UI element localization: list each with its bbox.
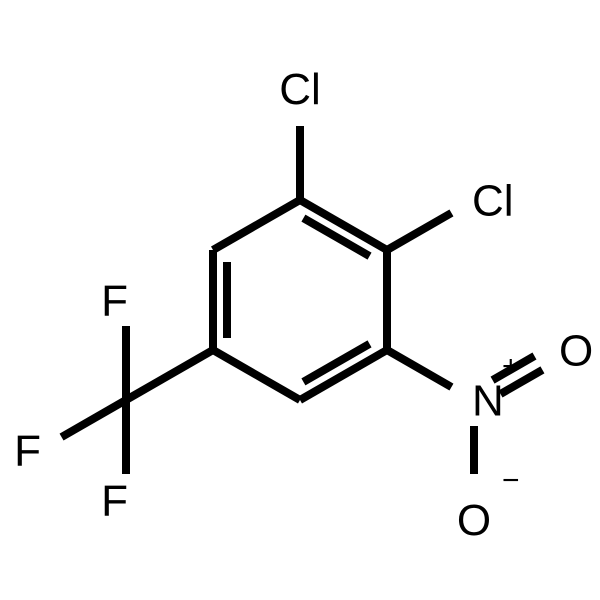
bond — [213, 200, 300, 250]
molecule-diagram: F F F Cl Cl N O O + − — [0, 0, 600, 600]
atom-label-f: F — [101, 276, 128, 325]
atom-label-o: O — [457, 496, 491, 545]
atom-label-n: N — [472, 376, 504, 425]
bond — [126, 350, 213, 400]
charge-label: − — [502, 464, 520, 497]
atom-label-cl: Cl — [279, 65, 321, 114]
atom-label-cl: Cl — [472, 176, 514, 225]
bond — [213, 350, 300, 400]
bond — [62, 400, 126, 437]
atom-label-f: F — [14, 426, 41, 475]
bond — [387, 350, 451, 387]
atom-label-o: O — [559, 326, 593, 375]
bond — [387, 213, 451, 250]
atom-label-f: F — [101, 476, 128, 525]
charge-label: + — [502, 350, 520, 383]
